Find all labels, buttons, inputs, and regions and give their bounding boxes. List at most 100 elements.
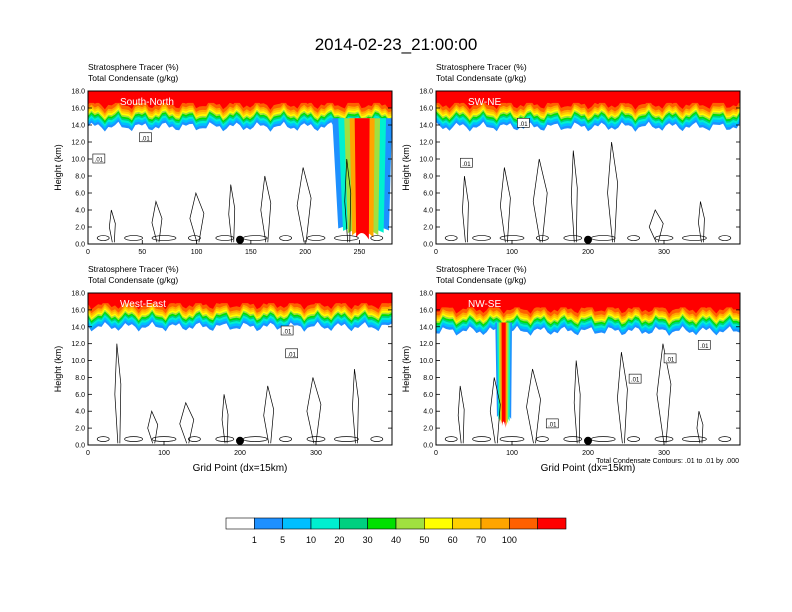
location-dot (584, 436, 592, 445)
colorbar-swatch (339, 517, 368, 530)
y-tick-label: 18.0 (419, 89, 433, 96)
y-tick-label: 0.0 (75, 242, 85, 249)
x-tick-label: 200 (299, 249, 311, 256)
y-tick-label: 10.0 (419, 358, 433, 365)
colorbar-swatch (537, 517, 567, 530)
contour-line (536, 235, 549, 241)
contour-line (114, 343, 122, 444)
colorbar-label: 20 (334, 535, 344, 545)
contour-line (718, 436, 732, 442)
contour-line (607, 141, 618, 243)
location-dot (236, 235, 244, 244)
x-axis-label: Grid Point (dx=15km) (193, 463, 288, 474)
x-tick-label: 0 (86, 249, 90, 256)
y-tick-label: 14.0 (71, 324, 85, 331)
colorbar-swatch (254, 517, 283, 530)
chart-panel: .01 .01 West-East Stratosphere Tracer (%)To… (53, 264, 393, 474)
panel-label: SW-NE (468, 97, 501, 108)
contour-line (147, 410, 159, 444)
y-tick-label: 12.0 (71, 140, 85, 147)
contour-line (696, 411, 704, 444)
tracer-top (436, 293, 740, 308)
y-tick-label: 6.0 (75, 191, 85, 198)
contour-line (279, 235, 292, 241)
header-line1: Stratosphere Tracer (%) (88, 62, 179, 72)
contour-line (221, 394, 229, 444)
colorbar-label: 100 (502, 535, 517, 545)
y-tick-label: 6.0 (75, 392, 85, 399)
y-tick-label: 6.0 (423, 191, 433, 198)
contour-label: .01 (700, 344, 709, 350)
contour-line (344, 158, 352, 243)
condensate-contours (96, 158, 384, 243)
y-tick-label: 12.0 (419, 140, 433, 147)
contour-label: .01 (288, 352, 297, 358)
y-axis-label: Height (km) (401, 346, 411, 393)
colorbar-label: 30 (363, 535, 373, 545)
colorbar-swatch (282, 517, 312, 530)
y-tick-label: 10.0 (71, 157, 85, 164)
chart-panel: .01 .01 SW-NE Stratosphere Tracer (%)Total … (401, 62, 741, 256)
y-tick-label: 10.0 (419, 157, 433, 164)
contour-line (370, 436, 384, 442)
x-tick-label: 300 (658, 450, 670, 457)
contour-line (563, 436, 583, 442)
tracer-field (436, 91, 740, 132)
colorbar-swatch (367, 517, 397, 530)
tracer-field (436, 293, 740, 428)
contour-line (526, 368, 541, 444)
contour-label-box (628, 373, 642, 384)
y-tick-label: 4.0 (423, 208, 433, 215)
tracer-intrusion (354, 118, 370, 240)
tracer-intrusion (501, 322, 506, 428)
header-line1: Stratosphere Tracer (%) (88, 264, 179, 274)
contour-line (472, 436, 491, 442)
contour-line (718, 235, 732, 241)
contour-line (457, 385, 465, 444)
y-axis-label: Height (km) (53, 346, 63, 393)
y-tick-label: 2.0 (75, 426, 85, 433)
contour-label: .01 (283, 330, 292, 336)
tracer-top (88, 91, 392, 103)
condensate-contours (444, 141, 732, 243)
contour-line (352, 368, 359, 444)
contour-line (532, 158, 548, 243)
y-tick-label: 18.0 (71, 291, 85, 298)
header-line1: Stratosphere Tracer (%) (436, 264, 527, 274)
colorbar-label: 70 (476, 535, 486, 545)
tracer-top (436, 91, 740, 103)
x-tick-label: 100 (506, 249, 518, 256)
figure-title: 2014-02-23_21:00:00 (315, 35, 478, 54)
contour-label-box (517, 118, 530, 128)
location-dot (584, 235, 592, 244)
contour-line (472, 235, 491, 241)
contour-label-box (280, 325, 294, 336)
y-tick-label: 8.0 (75, 174, 85, 181)
y-tick-label: 10.0 (71, 358, 85, 365)
contour-line (228, 184, 236, 243)
contour-label: .01 (95, 158, 104, 164)
colorbar-label: 60 (448, 535, 458, 545)
contour-label: .01 (631, 378, 640, 384)
y-tick-label: 0.0 (423, 242, 433, 249)
x-tick-label: 200 (234, 450, 246, 457)
y-tick-label: 4.0 (75, 208, 85, 215)
y-tick-label: 16.0 (71, 106, 85, 113)
contour-line (682, 436, 707, 442)
colorbar-swatch (452, 517, 482, 530)
contour-line (188, 436, 201, 442)
y-tick-label: 12.0 (419, 341, 433, 348)
header-line1: Stratosphere Tracer (%) (436, 62, 527, 72)
contour-line (656, 343, 672, 444)
x-tick-label: 50 (138, 249, 146, 256)
contour-line (489, 377, 501, 444)
y-tick-label: 2.0 (423, 225, 433, 232)
colorbar-swatch (395, 517, 425, 530)
y-axis-label: Height (km) (401, 144, 411, 191)
contour-line (682, 235, 707, 241)
x-tick-label: 300 (658, 249, 670, 256)
x-tick-label: 250 (354, 249, 366, 256)
y-tick-label: 8.0 (423, 375, 433, 382)
contour-note: Total Condensate Contours: .01 to .01 by… (596, 458, 739, 465)
y-tick-label: 16.0 (419, 307, 433, 314)
